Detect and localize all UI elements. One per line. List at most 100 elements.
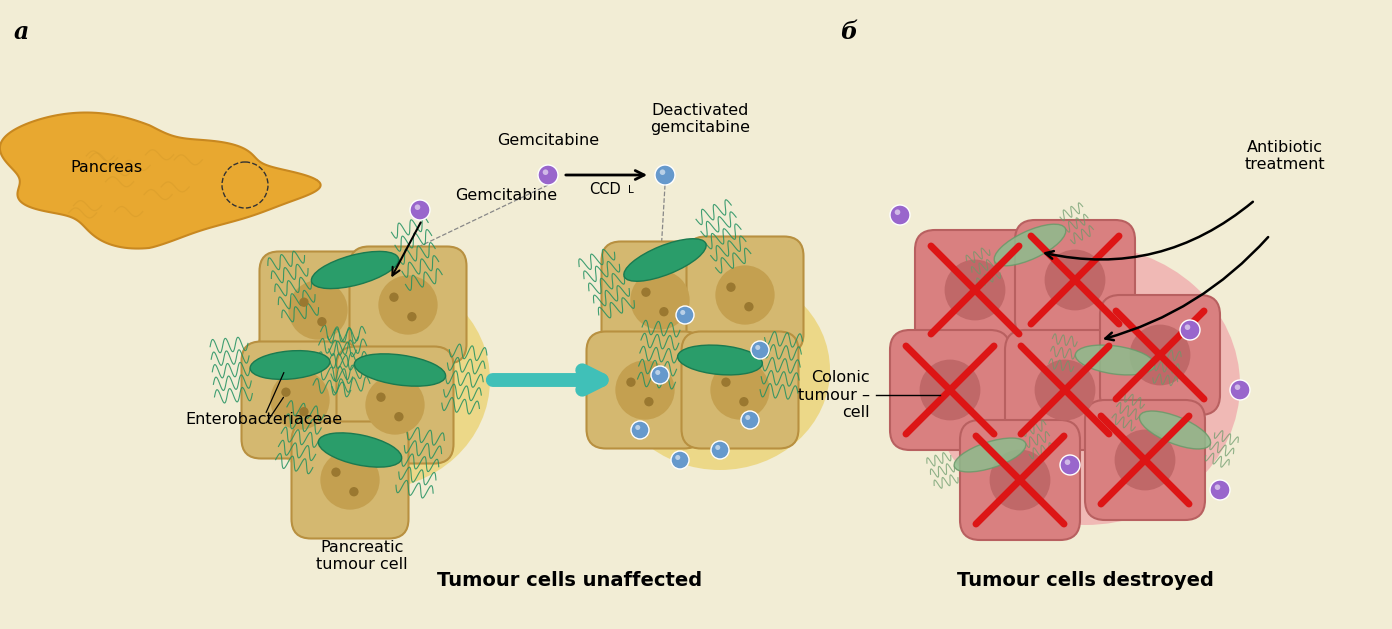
Circle shape <box>1210 480 1231 500</box>
FancyBboxPatch shape <box>682 331 799 448</box>
Ellipse shape <box>930 245 1240 525</box>
Circle shape <box>288 281 348 340</box>
Circle shape <box>945 260 1005 320</box>
Circle shape <box>281 387 291 397</box>
Circle shape <box>537 165 558 185</box>
Ellipse shape <box>624 239 706 281</box>
FancyBboxPatch shape <box>889 330 1011 450</box>
Circle shape <box>349 487 359 496</box>
Circle shape <box>1044 250 1105 310</box>
Circle shape <box>379 276 437 335</box>
FancyBboxPatch shape <box>1015 220 1134 340</box>
Polygon shape <box>0 113 320 248</box>
Circle shape <box>656 370 660 375</box>
FancyBboxPatch shape <box>960 420 1080 540</box>
Circle shape <box>677 306 695 324</box>
Circle shape <box>752 341 768 359</box>
Circle shape <box>889 205 910 225</box>
Circle shape <box>1185 325 1190 330</box>
Ellipse shape <box>319 433 402 467</box>
FancyBboxPatch shape <box>349 247 466 364</box>
FancyBboxPatch shape <box>259 252 376 369</box>
Circle shape <box>727 282 735 292</box>
Circle shape <box>626 377 636 387</box>
Circle shape <box>644 397 654 406</box>
Circle shape <box>642 287 650 297</box>
Ellipse shape <box>355 354 445 386</box>
FancyBboxPatch shape <box>1100 295 1219 415</box>
Circle shape <box>299 407 309 416</box>
Circle shape <box>710 360 770 420</box>
Circle shape <box>1065 459 1070 465</box>
Circle shape <box>1231 380 1250 400</box>
Text: Enterobacteriaceae: Enterobacteriaceae <box>185 413 342 428</box>
Circle shape <box>270 370 330 430</box>
FancyBboxPatch shape <box>586 331 703 448</box>
FancyBboxPatch shape <box>1084 400 1205 520</box>
Text: Pancreatic
tumour cell: Pancreatic tumour cell <box>316 540 408 572</box>
Circle shape <box>631 421 649 439</box>
Circle shape <box>656 165 675 185</box>
FancyBboxPatch shape <box>291 421 408 538</box>
Circle shape <box>711 441 729 459</box>
FancyBboxPatch shape <box>241 342 359 459</box>
Circle shape <box>1059 455 1080 475</box>
Circle shape <box>671 451 689 469</box>
Text: Tumour cells unaffected: Tumour cells unaffected <box>437 571 703 590</box>
Circle shape <box>660 169 665 175</box>
Ellipse shape <box>312 252 398 289</box>
Ellipse shape <box>954 438 1026 472</box>
Text: Pancreas: Pancreas <box>70 160 142 175</box>
Ellipse shape <box>251 270 490 490</box>
Text: L: L <box>628 185 633 195</box>
FancyBboxPatch shape <box>1005 330 1125 450</box>
Circle shape <box>1129 325 1190 386</box>
Circle shape <box>920 360 980 420</box>
FancyBboxPatch shape <box>915 230 1036 350</box>
Circle shape <box>715 445 720 450</box>
Circle shape <box>745 415 750 420</box>
Text: б: б <box>839 20 857 44</box>
Ellipse shape <box>1140 411 1211 449</box>
Text: Gemcitabine: Gemcitabine <box>497 133 599 148</box>
Circle shape <box>651 366 670 384</box>
Circle shape <box>1034 360 1096 420</box>
Circle shape <box>1180 320 1200 340</box>
Ellipse shape <box>610 270 830 470</box>
Circle shape <box>739 397 749 406</box>
FancyBboxPatch shape <box>337 347 454 464</box>
Circle shape <box>741 411 759 429</box>
Text: a: a <box>14 20 29 44</box>
Circle shape <box>1215 484 1221 490</box>
Circle shape <box>1115 430 1175 491</box>
Text: Antibiotic
treatment: Antibiotic treatment <box>1244 140 1325 172</box>
Circle shape <box>365 376 425 435</box>
Circle shape <box>331 467 341 477</box>
Ellipse shape <box>251 350 330 379</box>
Circle shape <box>376 392 386 402</box>
Circle shape <box>895 209 901 215</box>
Text: Gemcitabine: Gemcitabine <box>455 187 557 203</box>
FancyBboxPatch shape <box>601 242 718 359</box>
Circle shape <box>394 412 404 421</box>
Circle shape <box>675 455 681 460</box>
Circle shape <box>408 312 416 321</box>
Circle shape <box>745 302 753 311</box>
Text: Tumour cells destroyed: Tumour cells destroyed <box>956 571 1214 590</box>
Circle shape <box>415 204 420 210</box>
Circle shape <box>660 307 668 316</box>
Circle shape <box>299 298 309 307</box>
Ellipse shape <box>678 345 763 375</box>
Circle shape <box>721 377 731 387</box>
Circle shape <box>631 270 689 330</box>
FancyBboxPatch shape <box>686 237 803 353</box>
Text: Colonic
tumour –
cell: Colonic tumour – cell <box>798 370 870 420</box>
Ellipse shape <box>1076 345 1154 375</box>
Circle shape <box>317 317 327 326</box>
Circle shape <box>990 450 1051 510</box>
Circle shape <box>411 200 430 220</box>
Circle shape <box>635 425 640 430</box>
Text: CCD: CCD <box>589 182 621 197</box>
Circle shape <box>1235 384 1240 390</box>
Ellipse shape <box>994 224 1066 266</box>
